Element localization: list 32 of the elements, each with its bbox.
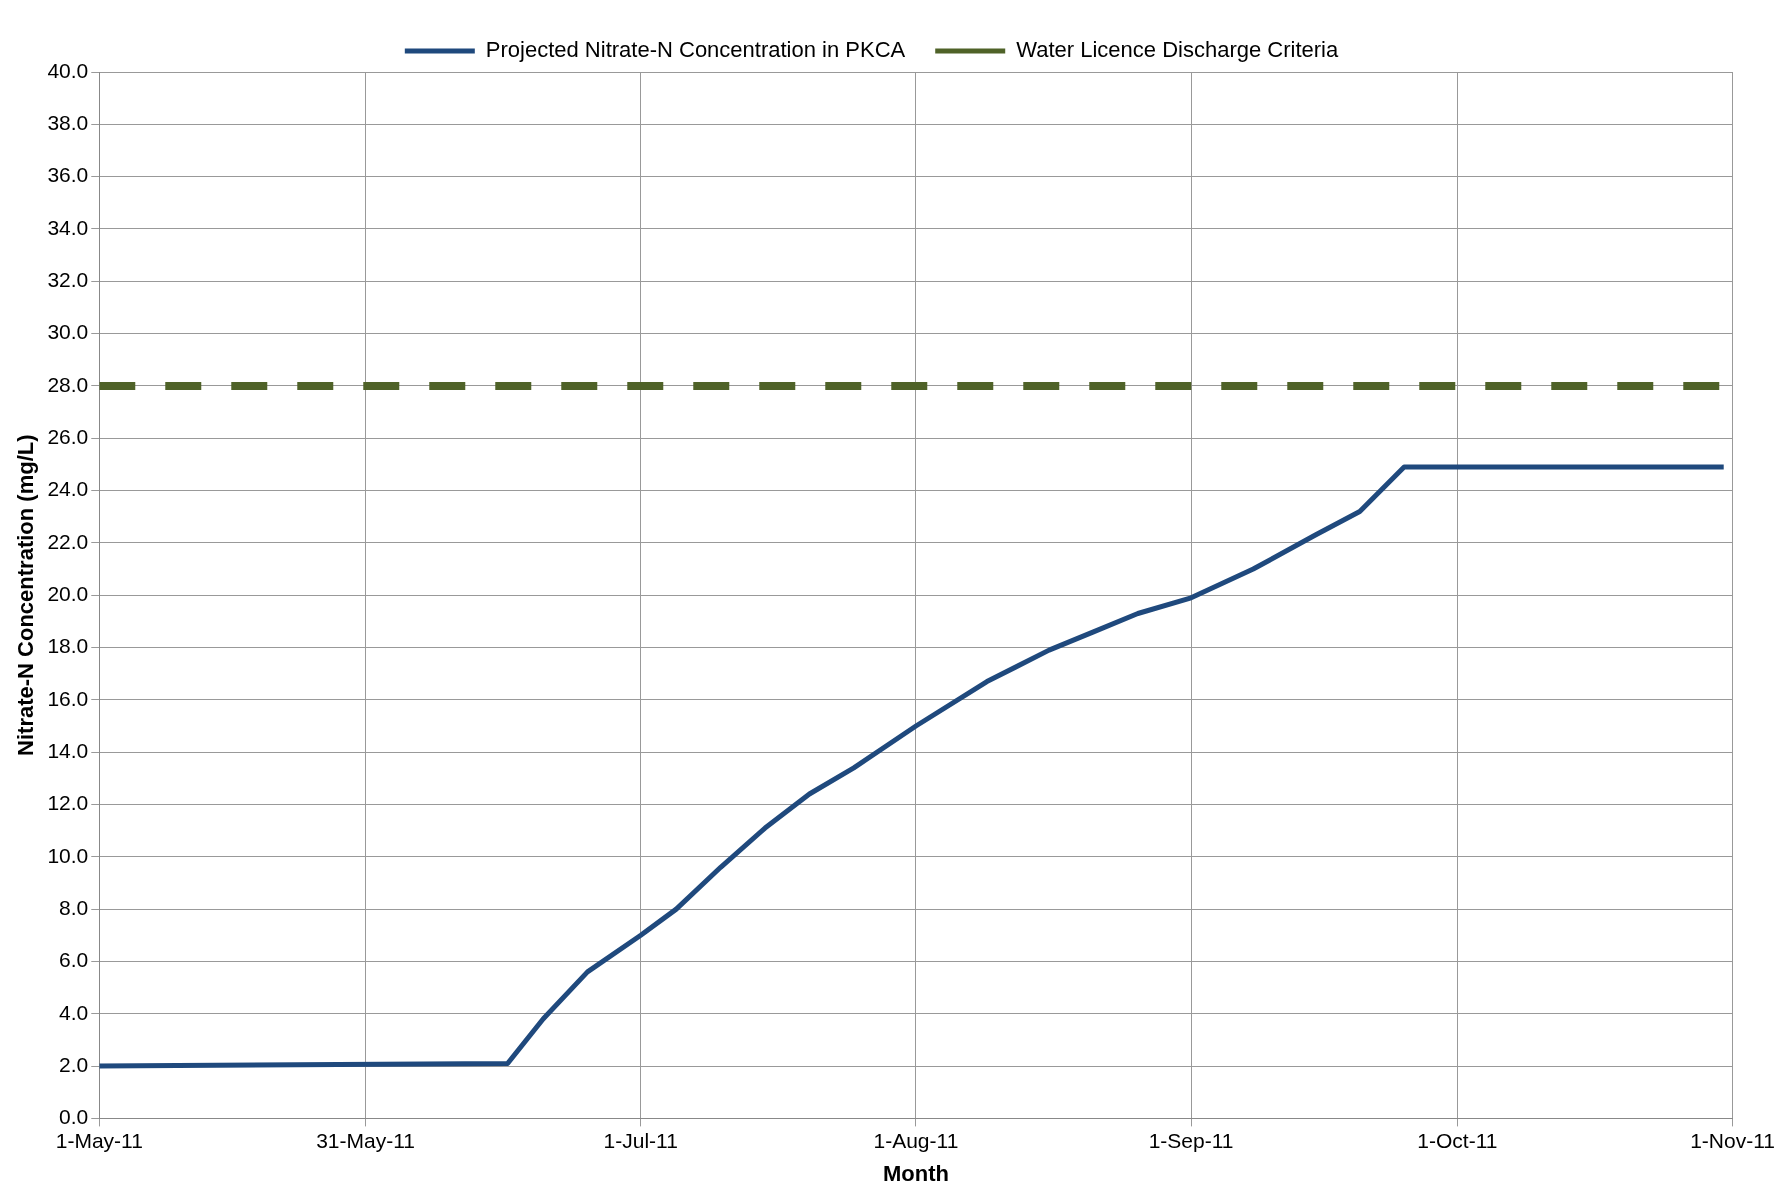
x-tick-label: 1-Sep-11 xyxy=(1148,1128,1234,1152)
y-tick-label: 10.0 xyxy=(47,843,89,867)
y-tick-label: 28.0 xyxy=(47,372,89,396)
legend-label: Water Licence Discharge Criteria xyxy=(1016,37,1339,63)
y-tick-label: 40.0 xyxy=(47,58,89,82)
y-tick-label: 4.0 xyxy=(59,1000,89,1024)
x-axis-title: Month xyxy=(882,1160,949,1186)
legend-label: Projected Nitrate-N Concentration in PKCA xyxy=(485,37,906,63)
x-tick-label: 1-Oct-11 xyxy=(1417,1128,1498,1152)
y-tick-label: 2.0 xyxy=(59,1052,89,1076)
y-tick-label: 38.0 xyxy=(47,111,89,135)
y-tick-label: 14.0 xyxy=(47,738,89,762)
y-axis-title: Nitrate-N Concentration (mg/L) xyxy=(13,434,39,756)
y-tick-label: 12.0 xyxy=(47,791,89,815)
x-tick-label: 1-Jul-11 xyxy=(603,1128,678,1152)
y-tick-label: 32.0 xyxy=(47,268,89,292)
x-tick-label: 1-Nov-11 xyxy=(1690,1128,1775,1152)
y-tick-label: 6.0 xyxy=(59,948,89,972)
y-tick-label: 16.0 xyxy=(47,686,89,710)
y-tick-label: 0.0 xyxy=(59,1105,89,1129)
y-tick-label: 20.0 xyxy=(47,582,89,605)
x-tick-label: 31-May-11 xyxy=(316,1128,415,1152)
y-tick-label: 26.0 xyxy=(47,425,89,449)
y-tick-label: 18.0 xyxy=(47,634,89,658)
y-tick-label: 34.0 xyxy=(47,215,89,239)
y-tick-label: 8.0 xyxy=(59,895,89,919)
y-tick-label: 22.0 xyxy=(47,529,89,553)
y-tick-label: 30.0 xyxy=(47,320,89,344)
x-tick-label: 1-May-11 xyxy=(55,1128,143,1152)
y-tick-label: 36.0 xyxy=(47,163,89,187)
x-tick-label: 1-Aug-11 xyxy=(873,1128,959,1152)
y-tick-label: 24.0 xyxy=(47,477,89,501)
